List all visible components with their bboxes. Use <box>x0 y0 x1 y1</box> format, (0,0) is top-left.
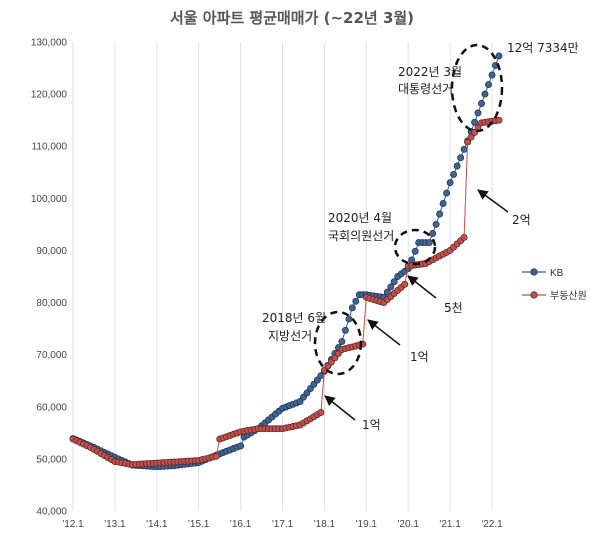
y-tick-label: 40,000 <box>36 507 67 518</box>
annotation-2022-line2: 대통령선거 <box>398 82 453 96</box>
annotation-2022-line1: 2022년 3월 <box>398 65 462 79</box>
arrow-gap-2018 <box>324 395 356 421</box>
data-point <box>436 210 444 218</box>
series-layer <box>69 52 503 471</box>
y-tick-label: 50,000 <box>36 454 67 465</box>
data-point <box>296 398 304 406</box>
x-tick-label: '21.1 <box>439 519 461 530</box>
annotation-2020-line1: 2020년 4월 <box>328 211 392 225</box>
y-tick-label: 110,000 <box>32 142 68 153</box>
arrow-gap-2019 <box>367 319 401 346</box>
annotation-gap-1eok-2018: 1억 <box>362 418 381 432</box>
data-point <box>237 442 245 450</box>
data-point <box>457 154 465 162</box>
legend-kb-marker <box>530 268 538 276</box>
x-tick-label: '22.1 <box>481 519 503 530</box>
legend-reb-marker <box>530 291 538 299</box>
data-point <box>495 116 503 124</box>
y-tick-label: 90,000 <box>36 246 67 257</box>
data-point <box>460 145 468 153</box>
data-point <box>401 280 409 288</box>
highlight-ellipse-2018 <box>313 310 363 376</box>
legend: KB 부동산원 <box>522 268 587 302</box>
y-tick-label: 120,000 <box>31 90 68 101</box>
y-tick-label: 60,000 <box>36 402 67 413</box>
y-tick-label: 100,000 <box>31 194 68 205</box>
data-point <box>443 189 451 197</box>
x-tick-label: '12.1 <box>62 519 84 530</box>
data-point <box>212 452 220 460</box>
data-point <box>450 170 458 178</box>
data-point <box>383 288 391 296</box>
data-point <box>446 179 454 187</box>
series-line-1 <box>72 119 500 466</box>
arrow-gap-2021 <box>477 189 509 213</box>
data-point <box>478 100 485 107</box>
arrow-gap-2020 <box>407 275 437 299</box>
y-tick-label: 130,000 <box>31 38 68 49</box>
data-point <box>481 90 489 98</box>
annotation-gap-1eok-2019: 1억 <box>410 350 429 364</box>
y-tick-label: 70,000 <box>36 350 67 361</box>
x-tick-label: '17.1 <box>272 519 294 530</box>
data-point <box>453 162 461 170</box>
data-point <box>425 239 433 247</box>
data-point <box>411 247 419 255</box>
vertical-gridlines <box>72 42 493 511</box>
annotation-2018-line1: 2018년 6월 <box>262 311 326 325</box>
highlight-ellipse-2020 <box>393 228 437 266</box>
data-point <box>495 52 503 60</box>
highlight-ellipse-2022 <box>450 43 504 133</box>
data-point <box>352 297 360 305</box>
data-point <box>348 304 356 312</box>
annotation-gap-5cheon: 5천 <box>444 300 463 315</box>
x-tick-label: '14.1 <box>146 519 168 530</box>
data-point <box>429 230 437 237</box>
x-tick-label: '20.1 <box>398 519 420 530</box>
x-tick-label: '15.1 <box>188 519 210 530</box>
x-tick-label: '16.1 <box>230 519 252 530</box>
y-axis-tick-labels: 40,000 50,000 60,000 70,000 80,000 90,000 100,… <box>31 38 68 518</box>
data-point <box>390 278 398 286</box>
x-tick-label: '18.1 <box>314 519 336 530</box>
data-point <box>387 283 395 291</box>
data-point <box>488 71 496 79</box>
data-point <box>460 233 468 241</box>
annotation-2018-line2: 지방선거 <box>268 329 312 343</box>
annotation-gap-2eok: 2억 <box>512 213 531 227</box>
x-tick-label: '19.1 <box>356 519 378 530</box>
data-point <box>317 409 325 416</box>
chart-title: 서울 아파트 평균매매가 (~22년 3월) <box>170 9 414 27</box>
data-point <box>474 109 482 117</box>
annotation-2020-line2: 국회의원선거 <box>328 229 394 243</box>
data-point <box>471 128 479 136</box>
data-point <box>467 133 475 141</box>
data-point <box>485 81 492 89</box>
data-point <box>439 200 447 207</box>
legend-reb-label: 부동산원 <box>550 290 587 302</box>
data-point <box>341 326 349 334</box>
y-tick-label: 80,000 <box>36 298 67 309</box>
data-point <box>338 338 346 346</box>
data-point <box>471 118 479 126</box>
x-axis-tick-labels: '12.1 '13.1 '14.1 '15.1 '16.1 '17.1 '18.1 '19.1… <box>62 519 503 530</box>
legend-kb-label: KB <box>550 268 564 279</box>
data-point <box>432 220 440 228</box>
data-point <box>464 138 472 146</box>
annotation-top-value: 12억 7334만 <box>507 41 579 55</box>
data-point <box>345 315 353 323</box>
x-tick-label: '13.1 <box>104 519 126 530</box>
